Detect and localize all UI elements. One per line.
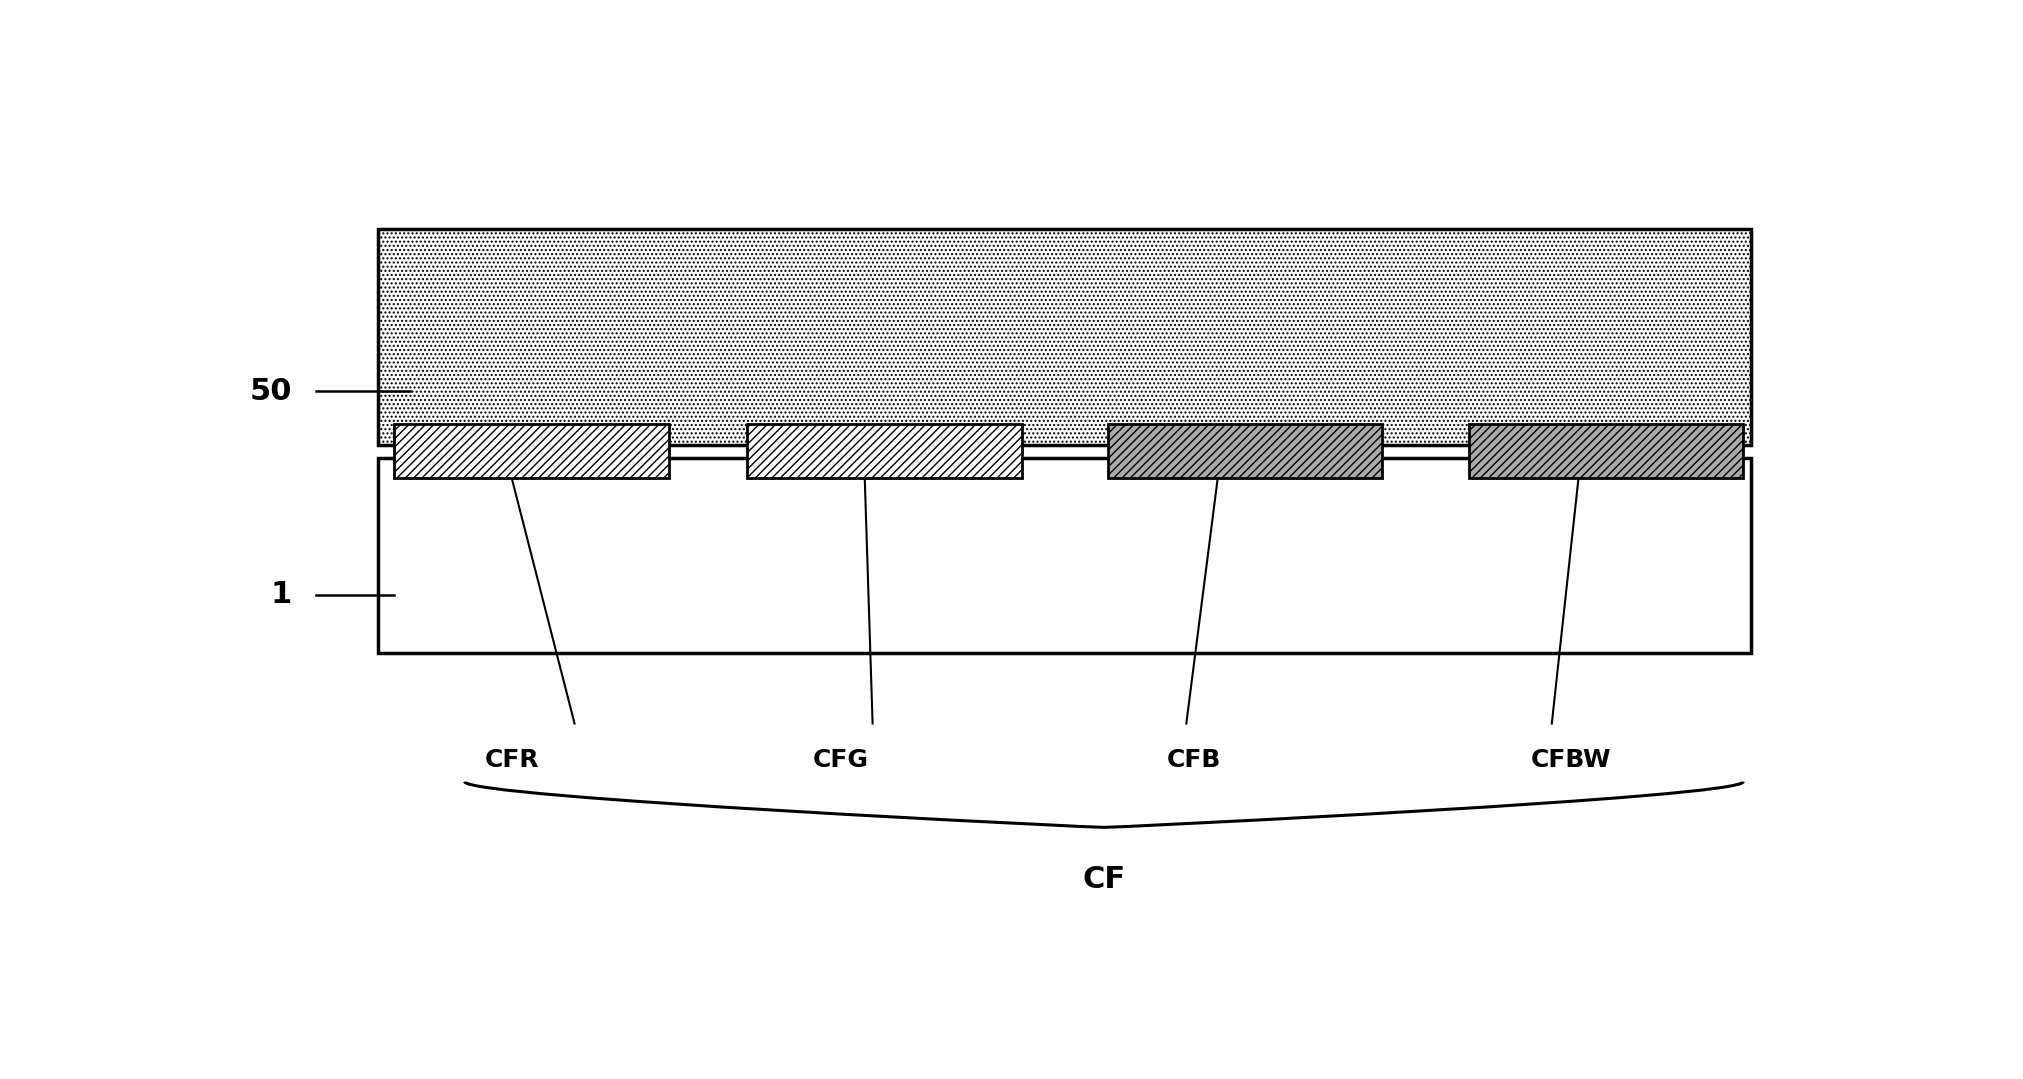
Bar bbox=[378, 229, 1750, 446]
Text: CFBW: CFBW bbox=[1529, 749, 1610, 773]
Bar bbox=[378, 229, 1750, 446]
Bar bbox=[1469, 424, 1742, 478]
Text: 1: 1 bbox=[271, 581, 291, 610]
Text: CFG: CFG bbox=[813, 749, 868, 773]
Bar bbox=[394, 424, 668, 478]
Text: CF: CF bbox=[1082, 864, 1125, 893]
Text: CFB: CFB bbox=[1167, 749, 1220, 773]
Text: 50: 50 bbox=[249, 377, 291, 406]
Bar bbox=[1107, 424, 1382, 478]
Bar bbox=[746, 424, 1022, 478]
Bar bbox=[378, 457, 1750, 653]
Text: CFR: CFR bbox=[483, 749, 538, 773]
